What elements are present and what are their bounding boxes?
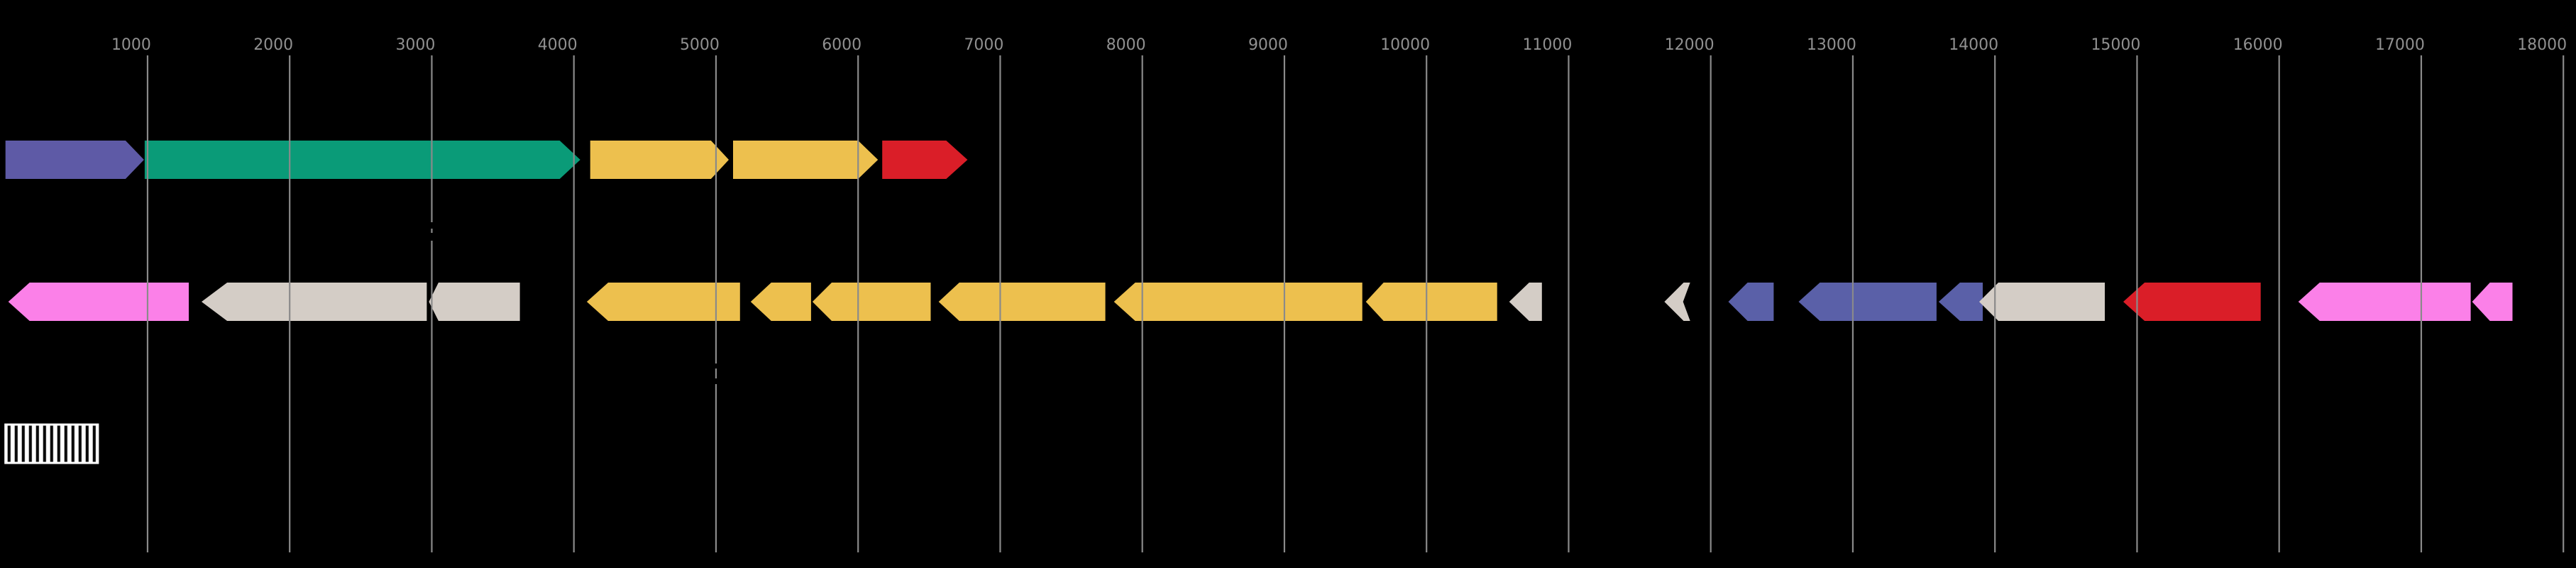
- axis-tick-label: 3000: [395, 36, 435, 54]
- gene-arrow: [1728, 283, 1774, 321]
- gene-arrow: [2298, 283, 2471, 321]
- link-shadow: [429, 222, 435, 229]
- gene-arrow: [750, 283, 811, 321]
- gene-arrow: [1798, 283, 1937, 321]
- gene-arrow: [144, 141, 580, 179]
- link-shadow: [712, 364, 719, 368]
- axis-tick-label: 12000: [1665, 36, 1714, 54]
- gene-arrow: [1365, 283, 1497, 321]
- axis-tick-label: 4000: [538, 36, 578, 54]
- axis-tick-label: 17000: [2375, 36, 2425, 54]
- gene-arrow: [5, 141, 144, 179]
- axis-tick-label: 18000: [2517, 36, 2567, 54]
- gene-arrow: [938, 283, 1106, 321]
- gene-arrow: [590, 141, 729, 179]
- striped-region-feature: [4, 423, 99, 464]
- gene-arrow: [202, 283, 427, 321]
- gene-arrow: [586, 283, 740, 321]
- gene-arrow: [1938, 283, 1983, 321]
- gene-arrow: [1509, 283, 1542, 321]
- axis-tick-label: 16000: [2233, 36, 2283, 54]
- link-shadow: [712, 378, 719, 384]
- axis-tick-label: 5000: [680, 36, 720, 54]
- axis-tick-label: 13000: [1807, 36, 1856, 54]
- gene-arrow: [8, 283, 189, 321]
- gene-arrow: [882, 141, 968, 179]
- axis-tick-label: 15000: [2091, 36, 2140, 54]
- gene-arrow: [1113, 283, 1363, 321]
- axis-tick-label: 14000: [1949, 36, 1998, 54]
- axis-tick-label: 8000: [1106, 36, 1146, 54]
- gene-arrow: [1979, 283, 2105, 321]
- gene-arrow: [812, 283, 931, 321]
- link-shadow: [429, 233, 435, 241]
- axis-tick-label: 1000: [111, 36, 151, 54]
- gene-arrow: [2123, 283, 2261, 321]
- axis-tick-label: 6000: [822, 36, 862, 54]
- axis-tick-label: 7000: [964, 36, 1003, 54]
- gene-arrow: [429, 283, 520, 321]
- axis-tick-label: 2000: [253, 36, 293, 54]
- gene-arrow: [1664, 283, 1690, 321]
- gene-arrow: [733, 141, 879, 179]
- axis-tick-label: 9000: [1248, 36, 1288, 54]
- axis-tick-label: 11000: [1522, 36, 1572, 54]
- gene-arrow: [2472, 283, 2513, 321]
- axis-tick-label: 10000: [1380, 36, 1430, 54]
